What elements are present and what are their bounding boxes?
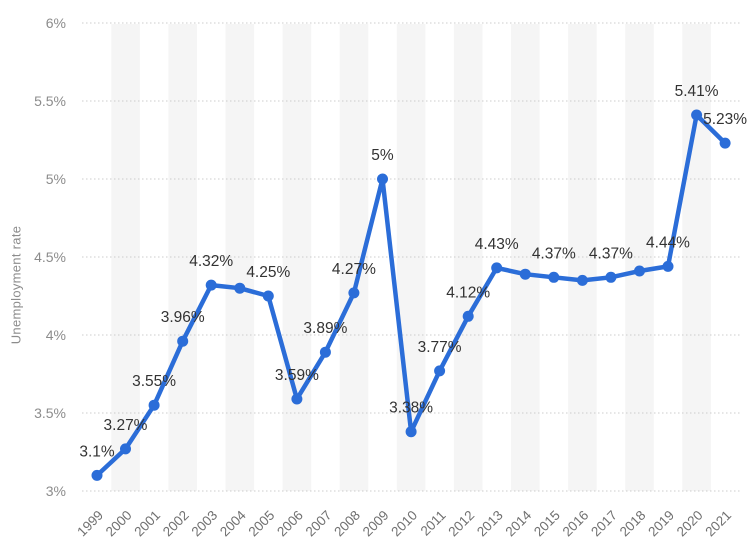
data-label: 3.55% <box>132 373 176 390</box>
x-tick-label: 2002 <box>160 508 192 540</box>
data-point[interactable] <box>605 271 617 283</box>
x-tick-label: 2013 <box>474 508 506 540</box>
x-tick-label: 2014 <box>503 507 535 539</box>
x-tick-label: 2005 <box>246 508 278 540</box>
data-point[interactable] <box>291 393 303 405</box>
data-label: 3.27% <box>104 417 148 434</box>
x-tick-label: 2001 <box>131 508 163 540</box>
data-point[interactable] <box>576 274 588 286</box>
x-tick-label: 2015 <box>531 508 563 540</box>
data-label: 3.77% <box>418 339 462 356</box>
x-tick-label: 2011 <box>418 508 449 539</box>
data-point[interactable] <box>377 173 388 185</box>
data-point[interactable] <box>262 290 274 302</box>
x-tick-label: 2000 <box>103 508 135 540</box>
y-axis-title: Unemployment rate <box>8 225 24 345</box>
y-tick-label: 3.5% <box>34 405 66 421</box>
data-point[interactable] <box>120 443 131 455</box>
data-label: 4.43% <box>475 236 519 253</box>
x-tick-label: 2018 <box>617 508 649 540</box>
data-point[interactable] <box>548 271 560 283</box>
data-point[interactable] <box>319 346 331 358</box>
data-label: 5.23% <box>703 111 747 128</box>
data-point[interactable] <box>662 260 674 272</box>
data-label: 5.41% <box>675 83 719 100</box>
data-label: 4.37% <box>589 245 633 262</box>
x-tick-label: 2012 <box>445 508 477 540</box>
data-point[interactable] <box>348 287 360 299</box>
data-label: 4.27% <box>332 261 376 278</box>
data-label: 3.89% <box>303 320 347 337</box>
data-label: 3.96% <box>161 309 205 326</box>
x-tick-label: 2016 <box>560 508 592 540</box>
data-point[interactable] <box>519 268 531 280</box>
data-point[interactable] <box>205 279 217 291</box>
data-label: 4.25% <box>246 264 290 281</box>
x-tick-label: 2019 <box>645 508 677 540</box>
data-point[interactable] <box>177 335 189 347</box>
y-tick-label: 5.5% <box>34 93 66 109</box>
y-tick-label: 4.5% <box>34 249 66 265</box>
data-point[interactable] <box>234 282 246 294</box>
data-label: 4.44% <box>646 234 690 251</box>
x-tick-label: 2010 <box>388 508 420 540</box>
data-point[interactable] <box>719 137 731 149</box>
data-label: 5% <box>371 147 394 164</box>
data-point[interactable] <box>405 426 417 438</box>
data-point[interactable] <box>434 365 446 377</box>
x-tick-label: 2017 <box>588 508 620 540</box>
data-label: 3.38% <box>389 400 433 417</box>
y-tick-label: 3% <box>46 483 66 499</box>
x-tick-label: 2003 <box>188 508 220 540</box>
x-tick-label: 2006 <box>274 508 306 540</box>
x-tick-label: 2007 <box>303 508 335 540</box>
data-label: 4.37% <box>532 245 576 262</box>
data-label: 3.59% <box>275 367 319 384</box>
data-label: 4.12% <box>446 284 490 301</box>
data-point[interactable] <box>491 262 503 274</box>
data-label: 4.32% <box>189 253 233 270</box>
x-tick-label: 2020 <box>674 508 706 540</box>
x-tick-label: 2004 <box>217 507 249 539</box>
y-tick-label: 5% <box>46 171 66 187</box>
x-tick-label: 2008 <box>331 508 363 540</box>
data-point[interactable] <box>691 109 703 121</box>
x-tick-label: 1999 <box>74 508 106 540</box>
y-tick-label: 6% <box>46 15 66 31</box>
data-point[interactable] <box>462 310 474 322</box>
data-point[interactable] <box>148 399 160 411</box>
data-point[interactable] <box>634 265 645 277</box>
data-point[interactable] <box>91 469 103 481</box>
data-label: 3.1% <box>79 443 115 460</box>
y-tick-label: 4% <box>46 327 66 343</box>
x-tick-label: 2009 <box>360 508 392 540</box>
x-tick-label: 2021 <box>702 508 734 540</box>
